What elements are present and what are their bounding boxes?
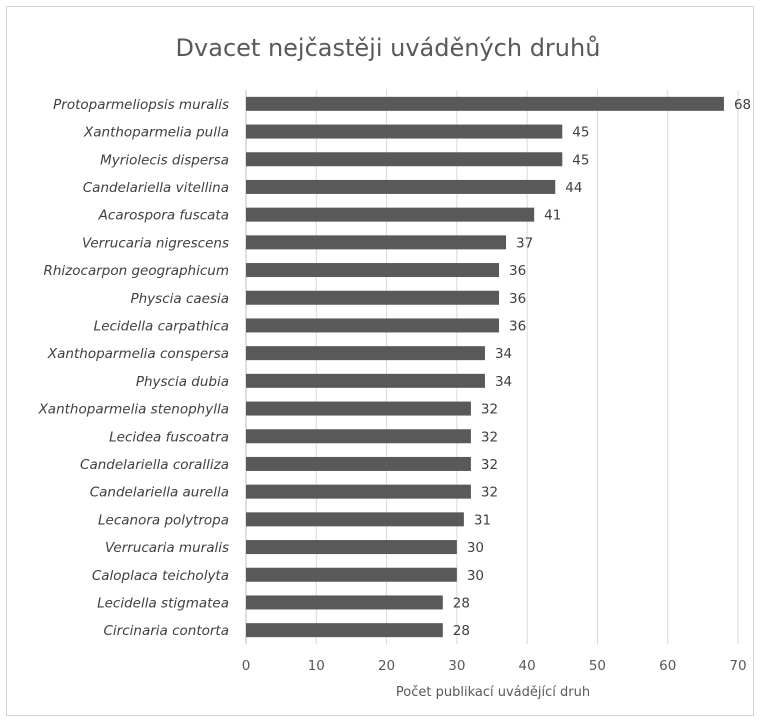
x-tick-label-3: 30 [448,658,465,674]
category-labels: Protoparmeliopsis muralis Xanthoparmelia … [38,97,229,639]
bar-12 [246,429,471,444]
x-tick-labels: 0 10 20 30 40 50 60 70 [242,658,747,674]
bar-19 [246,623,443,638]
x-tick-label-1: 10 [308,658,325,674]
category-label-14: Candelariella aurella [90,485,229,501]
bar-9 [246,346,485,361]
category-label-6: Rhizocarpon geographicum [44,263,230,279]
data-label-1: 45 [572,125,589,141]
category-label-19: Circinaria contorta [103,623,229,639]
category-label-15: Lecanora polytropa [98,512,229,528]
x-tick-label-7: 70 [729,658,746,674]
category-label-3: Candelariella vitellina [83,180,229,196]
data-label-12: 32 [481,429,498,445]
x-tick-label-0: 0 [242,658,251,674]
category-label-18: Lecidella stigmatea [97,595,229,611]
category-label-0: Protoparmeliopsis muralis [53,97,229,113]
data-label-2: 45 [572,152,589,168]
category-label-11: Xanthoparmelia stenophylla [38,402,229,418]
bar-3 [246,179,556,194]
data-label-18: 28 [453,595,470,611]
chart-title: Dvacet nejčastěji uváděných druhů [176,34,601,62]
bar-11 [246,401,471,416]
category-label-16: Verrucaria muralis [105,540,229,556]
category-label-12: Lecidea fuscoatra [109,429,229,445]
bar-4 [246,207,535,222]
category-label-1: Xanthoparmelia pulla [83,125,229,141]
data-label-0: 68 [734,97,751,113]
bar-5 [246,235,507,250]
data-label-8: 36 [509,318,526,334]
bar-15 [246,512,464,527]
category-label-13: Candelariella coralliza [80,457,229,473]
bar-7 [246,290,500,305]
data-label-9: 34 [495,346,512,362]
data-label-13: 32 [481,457,498,473]
data-label-3: 44 [565,180,582,196]
bar-18 [246,595,443,610]
category-label-10: Physcia dubia [136,374,229,390]
data-label-7: 36 [509,291,526,307]
category-label-9: Xanthoparmelia conspersa [47,346,229,362]
bar-0 [246,96,724,111]
gridlines [245,90,739,644]
bar-10 [246,373,485,388]
bar-6 [246,263,500,278]
bar-17 [246,567,457,582]
bar-16 [246,540,457,555]
data-label-5: 37 [516,235,533,251]
category-label-7: Physcia caesia [130,291,229,307]
bar-1 [246,124,563,139]
bar-8 [246,318,500,333]
x-tick-label-4: 40 [519,658,536,674]
x-axis-label: Počet publikací uvádějící druh [396,685,590,700]
category-label-17: Caloplaca teicholyta [92,568,229,584]
data-label-15: 31 [474,512,491,528]
category-label-5: Verrucaria nigrescens [82,235,229,251]
category-label-8: Lecidella carpathica [94,318,229,334]
data-label-6: 36 [509,263,526,279]
x-tick-label-2: 20 [378,658,395,674]
data-label-19: 28 [453,623,470,639]
bar-13 [246,456,471,471]
data-label-4: 41 [544,208,561,224]
data-label-16: 30 [467,540,484,556]
data-label-10: 34 [495,374,512,390]
data-label-14: 32 [481,485,498,501]
x-tick-label-5: 50 [589,658,606,674]
bar-14 [246,484,471,499]
bar-2 [246,152,563,167]
bars [246,96,724,638]
category-label-2: Myriolecis dispersa [100,152,229,168]
category-label-4: Acarospora fuscata [98,208,229,224]
x-tick-label-6: 60 [659,658,676,674]
data-label-17: 30 [467,568,484,584]
data-label-11: 32 [481,402,498,418]
